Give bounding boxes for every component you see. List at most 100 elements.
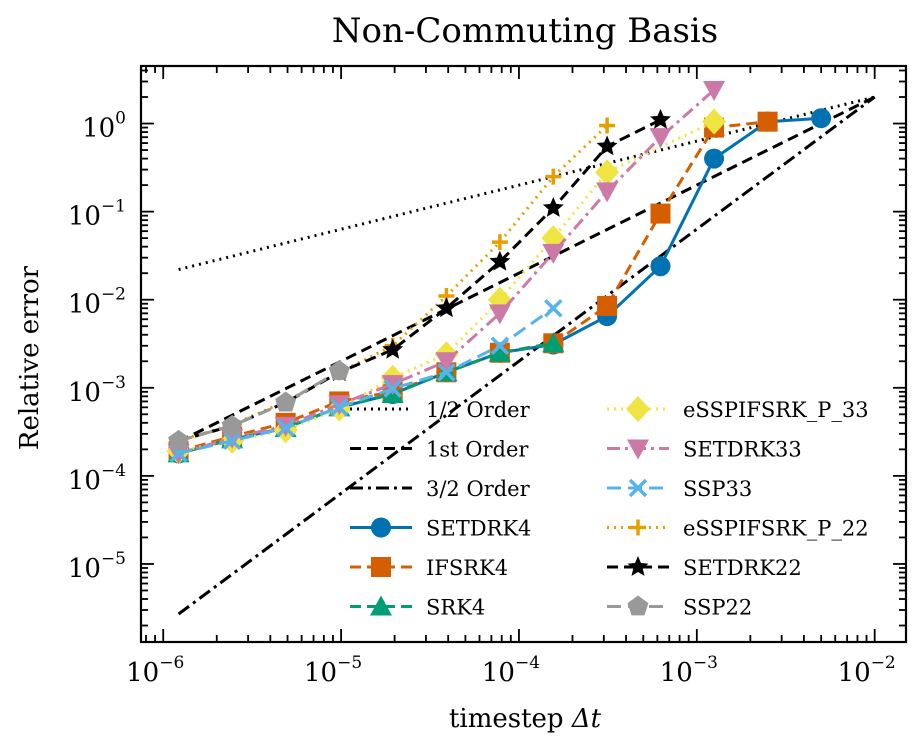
legend-marker (627, 556, 649, 576)
legend-label: eSSPIFSRK_P_22 (683, 517, 869, 541)
legend-entry-1st-order: 1st Order (350, 438, 529, 462)
data-point-ssp33 (276, 418, 295, 438)
legend-label: SRK4 (426, 596, 485, 620)
data-point-setdrk33 (542, 243, 565, 264)
data-point-ssp22 (275, 391, 297, 412)
x-tick-label: 10−3 (660, 653, 718, 688)
data-point-setdrk4 (704, 148, 725, 169)
x-tick-label: 10−6 (126, 653, 184, 688)
legend-marker (626, 396, 650, 422)
legend-entry-setdrk22: SETDRK22 (607, 556, 802, 580)
data-point-esspifsrk-p-22 (491, 234, 508, 251)
data-point-srk4 (542, 332, 565, 353)
data-point-ifsrk4 (757, 111, 778, 132)
y-tick-label: 10−2 (68, 285, 126, 320)
y-axis-label: Relative error (15, 265, 45, 450)
legend-marker (627, 595, 649, 616)
axes: 10−6 10−5 10−4 10−3 10−2 10−5 10−4 10−3 10−2 10−1… (68, 64, 908, 688)
chart-title: Non-Commuting Basis (332, 11, 719, 51)
series-line-1-2-order (178, 95, 876, 271)
legend-entry-esspifsrk-p-22: eSSPIFSRK_P_22 (607, 517, 869, 541)
series-line-3-2-order (177, 95, 876, 616)
data-point-ssp33 (330, 398, 349, 417)
data-point-setdrk33 (488, 304, 511, 325)
series-line-ssp33 (178, 306, 555, 455)
legend-marker (371, 557, 391, 577)
legend-marker (627, 439, 649, 460)
data-point-setdrk22 (382, 338, 404, 359)
y-tick-label: 10−3 (68, 373, 126, 408)
legend-label: IFSRK4 (426, 556, 508, 580)
series-line-setdrk22 (178, 118, 662, 443)
series-3-2-order (177, 95, 876, 616)
data-point-setdrk33 (649, 128, 672, 149)
legend-label: SETDRK22 (683, 556, 802, 580)
legend-label: 1st Order (426, 438, 529, 462)
legend-entry-ifsrk4: IFSRK4 (350, 556, 508, 580)
data-point-setdrk4 (811, 108, 832, 129)
series-ssp33 (169, 299, 563, 463)
series-ssp22 (168, 360, 350, 450)
data-point-esspifsrk-p-22 (545, 168, 562, 185)
data-point-setdrk22 (542, 196, 564, 217)
legend-label: 3/2 Order (426, 477, 531, 501)
x-axis-label-text: timestep (449, 704, 572, 734)
data-point-ifsrk4 (597, 295, 618, 316)
data-point-ssp33 (490, 336, 510, 355)
data-point-setdrk33 (703, 81, 726, 102)
legend-entry-ssp33: SSP33 (607, 477, 752, 501)
legend-entry-esspifsrk-p-33: eSSPIFSRK_P_33 (607, 396, 869, 422)
data-point-setdrk33 (435, 352, 458, 373)
legend-entry-setdrk33: SETDRK33 (607, 438, 802, 462)
data-point-ssp33 (544, 299, 563, 318)
plot-frame (139, 64, 908, 644)
y-tick-label: 10−5 (68, 549, 126, 584)
legend-marker (630, 519, 646, 536)
data-point-ssp22 (328, 360, 350, 380)
series-setdrk22 (168, 108, 671, 450)
series-line-1st-order (177, 95, 876, 444)
data-point-srk4 (488, 341, 511, 362)
x-tick-label: 10−2 (838, 653, 896, 688)
legend: 1/2 Order 1st Order 3/2 Order SETDRK4 IFSRK4… (350, 396, 869, 620)
legend-entry-setdrk4: SETDRK4 (350, 517, 531, 541)
x-axis-label-variable: Δt (571, 704, 602, 734)
data-point-ssp22 (221, 414, 243, 435)
y-tick-label: 10−4 (68, 461, 126, 496)
legend-entry-ssp22: SSP22 (607, 595, 752, 620)
legend-label: SETDRK4 (426, 517, 531, 541)
data-point-setdrk22 (596, 135, 618, 156)
data-point-setdrk22 (489, 250, 511, 271)
data-point-ifsrk4 (650, 203, 671, 224)
y-tick-label: 10−1 (68, 197, 126, 232)
legend-entry-1-2-order: 1/2 Order (350, 398, 531, 422)
data-point-esspifsrk-p-33 (702, 108, 727, 135)
y-tick-label: 100 (82, 109, 126, 144)
legend-label: SSP22 (683, 596, 752, 620)
data-point-ssp33 (222, 431, 242, 451)
legend-label: SSP33 (683, 477, 752, 501)
x-axis-label: timestep Δt (449, 704, 602, 734)
data-point-setdrk22 (650, 108, 671, 129)
series-1st-order (177, 95, 876, 444)
legend-entry-srk4: SRK4 (350, 595, 485, 620)
data-point-ssp22 (168, 429, 190, 450)
data-point-ssp33 (437, 363, 456, 382)
legend-entry-3-2-order: 3/2 Order (350, 477, 531, 501)
series-line-srk4 (178, 341, 554, 455)
data-point-ssp33 (383, 379, 402, 398)
legend-marker (628, 478, 648, 498)
legend-label: SETDRK33 (683, 438, 802, 462)
data-point-esspifsrk-p-33 (595, 159, 620, 186)
series-line-ssp22 (178, 369, 341, 443)
legend-label: eSSPIFSRK_P_33 (683, 398, 869, 422)
x-tick-label: 10−5 (304, 653, 362, 688)
legend-marker (370, 595, 392, 616)
data-point-setdrk22 (435, 297, 457, 318)
data-point-setdrk33 (381, 375, 404, 396)
legend-marker (371, 517, 391, 538)
series-1-2-order (178, 95, 876, 271)
data-point-setdrk4 (650, 256, 671, 277)
data-layer (166, 81, 876, 616)
legend-label: 1/2 Order (426, 398, 531, 422)
